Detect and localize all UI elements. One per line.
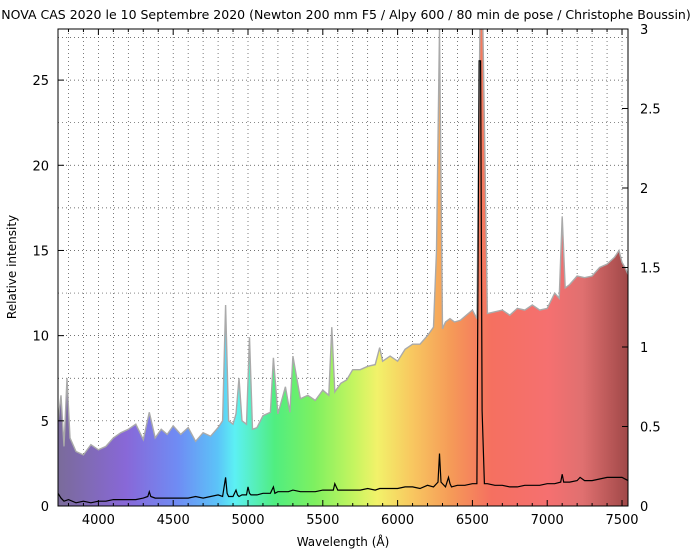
y2-tick-label: 1 [640,341,648,356]
x-tick-label: 5000 [231,513,264,528]
y2-tick-label: 0 [640,500,648,515]
chart-title: NOVA CAS 2020 le 10 Septembre 2020 (Newt… [1,7,690,22]
y-tick-label: 20 [32,159,49,174]
y-axis-title: Relative intensity [5,215,19,319]
normalized-intensity-series [58,60,628,504]
relative-intensity-series [58,29,628,456]
y-tick-label: 25 [32,74,49,89]
y2-tick-label: 1.5 [640,262,661,277]
x-tick-label: 4500 [157,513,190,528]
x-tick-label: 5500 [306,513,339,528]
y2-tick-label: 2.5 [640,103,661,118]
y2-tick-labels: 0 0.5 1 1.5 2 2.5 3 [640,23,661,515]
x-tick-label: 6000 [381,513,414,528]
axis-ticks [58,28,628,507]
y2-tick-label: 2 [640,182,648,197]
y2-tick-label: 0.5 [640,421,661,436]
x-tick-labels: 4000 4500 5000 5500 6000 6500 7000 7500 [82,513,639,528]
x-axis-title: Wavelength (Å) [297,534,390,549]
y-tick-labels: 0 5 10 15 20 25 [32,74,49,515]
x-tick-label: 6500 [456,513,489,528]
y2-tick-label: 3 [640,23,648,38]
y-tick-label: 15 [32,244,49,259]
relative-intensity-area [58,29,628,506]
y-tick-label: 5 [41,415,49,430]
x-tick-label: 4000 [82,513,115,528]
y-tick-label: 0 [41,500,49,515]
x-tick-label: 7000 [531,513,564,528]
y-tick-label: 10 [32,330,49,345]
x-tick-label: 7500 [605,513,638,528]
